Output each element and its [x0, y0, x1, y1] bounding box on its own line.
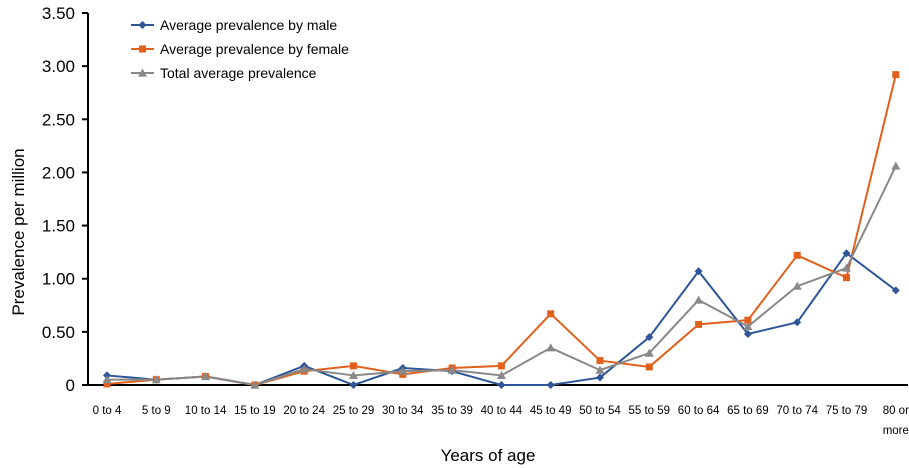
series-3-point — [250, 380, 260, 389]
y-tick-label: 1.00 — [42, 270, 75, 289]
x-tick-label: 50 to 54 — [579, 405, 621, 417]
series-3-point — [694, 295, 704, 304]
series-2-point — [793, 251, 801, 259]
series-3-point — [792, 281, 802, 290]
series-markers — [102, 71, 901, 389]
series-3-point — [201, 371, 211, 381]
series-1-point — [497, 381, 506, 389]
y-tick-label: 1.50 — [42, 217, 75, 236]
y-tick-label: 2.00 — [42, 163, 75, 182]
series-1-point — [793, 318, 802, 327]
series-3-point — [398, 366, 408, 375]
legend-label: Total average prevalence — [160, 65, 317, 81]
x-tick-label-line: 25 to 29 — [333, 405, 375, 417]
series-2-point — [843, 274, 850, 282]
x-tick-label: 65 to 69 — [727, 405, 769, 417]
series-line-3 — [107, 165, 897, 386]
series-3-point — [644, 348, 654, 357]
series-1-point — [694, 267, 703, 276]
x-tick-label-line: 20 to 24 — [283, 405, 325, 417]
x-tick-label-line: 10 to 14 — [185, 405, 227, 417]
x-tick-label: 55 to 59 — [629, 405, 671, 417]
x-tick-label: 10 to 14 — [185, 405, 227, 417]
legend-marker — [138, 68, 147, 77]
legend-label: Average prevalence by male — [160, 17, 337, 33]
x-tick-label-line: 35 to 39 — [431, 405, 473, 417]
series-2-point — [103, 380, 111, 388]
series-lines — [106, 74, 897, 386]
series-1-point — [546, 381, 555, 389]
series-2-point — [695, 320, 703, 328]
x-tick-label-line: 55 to 59 — [629, 405, 671, 417]
series-1-point — [596, 373, 604, 382]
series-3-point — [595, 365, 605, 374]
series-3-point — [546, 343, 556, 352]
x-tick-label-line: more — [883, 425, 909, 437]
series-2-point — [744, 316, 752, 324]
x-tick-label: 80 or more — [883, 405, 909, 437]
x-tick-label-line: 50 to 54 — [579, 405, 621, 417]
x-tick-label-line: 5 to 9 — [142, 405, 171, 417]
y-tick-label: 3.00 — [42, 57, 75, 76]
y-tick-label: 2.50 — [42, 110, 75, 129]
series-2-point — [645, 363, 653, 371]
x-tick-label-line: 0 to 4 — [93, 405, 122, 417]
legend-label: Average prevalence by female — [160, 41, 349, 57]
x-tick-label: 35 to 39 — [431, 405, 473, 417]
series-2-point — [350, 362, 357, 370]
legend-marker — [138, 21, 147, 29]
y-tick-label: 0 — [66, 376, 75, 395]
x-tick-label: 0 to 4 — [93, 405, 122, 417]
x-tick-label: 25 to 29 — [333, 405, 375, 417]
x-tick-label: 5 to 9 — [142, 405, 171, 417]
y-axis-title: Prevalence per million — [9, 148, 28, 315]
y-tick-label: 0.50 — [42, 323, 75, 342]
x-tick-label: 40 to 44 — [481, 405, 523, 417]
y-tick-labels: 0 0.50 1.00 1.50 2.00 2.50 3.00 3.50 — [42, 4, 88, 395]
x-tick-label: 70 to 74 — [776, 405, 818, 417]
x-tick-label-line: 15 to 19 — [234, 405, 276, 417]
series-1-point — [743, 329, 752, 338]
x-tick-label: 20 to 24 — [283, 405, 325, 417]
series-3-point — [102, 375, 112, 384]
series-2-point — [547, 310, 555, 318]
series-2-point — [497, 362, 505, 370]
series-3-point — [743, 322, 753, 331]
series-1-point — [891, 286, 900, 295]
x-tick-label-line: 70 to 74 — [776, 405, 818, 417]
legend: Average prevalence by male Average preval… — [131, 17, 349, 81]
x-axis-title: Years of age — [441, 446, 536, 465]
x-tick-label-line: 30 to 34 — [382, 405, 424, 417]
series-3-point — [842, 263, 851, 272]
series-3-point — [151, 375, 161, 384]
series-2-point — [596, 357, 604, 365]
x-tick-label: 45 to 49 — [530, 405, 572, 417]
y-tick-label: 3.50 — [42, 4, 75, 23]
x-tick-label: 30 to 34 — [382, 405, 424, 417]
x-tick-label: 60 to 64 — [678, 405, 720, 417]
x-tick-label-line: 40 to 44 — [481, 405, 523, 417]
series-3-point — [496, 370, 506, 380]
series-1-point — [842, 249, 851, 258]
series-1-point — [645, 333, 654, 342]
x-tick-label-line: 65 to 69 — [727, 405, 769, 417]
legend-marker — [139, 45, 146, 53]
series-3-point — [299, 364, 309, 373]
x-tick-label-line: 80 or — [883, 405, 909, 417]
series-3-point — [447, 365, 457, 374]
series-3-point — [891, 161, 901, 170]
x-tick-label-line: 75 to 79 — [826, 405, 868, 417]
series-line-2 — [106, 74, 897, 386]
x-tick-label-line: 45 to 49 — [530, 405, 572, 417]
x-tick-labels: 0 to 4 5 to 9 10 to 14 15 to 19 20 to 24 25 t… — [93, 405, 909, 437]
series-2-point — [892, 71, 900, 79]
x-tick-label: 75 to 79 — [826, 405, 868, 417]
series-3-point — [349, 370, 358, 380]
series-1-point — [349, 381, 358, 389]
x-tick-label: 15 to 19 — [234, 405, 276, 417]
x-tick-label-line: 60 to 64 — [678, 405, 720, 417]
